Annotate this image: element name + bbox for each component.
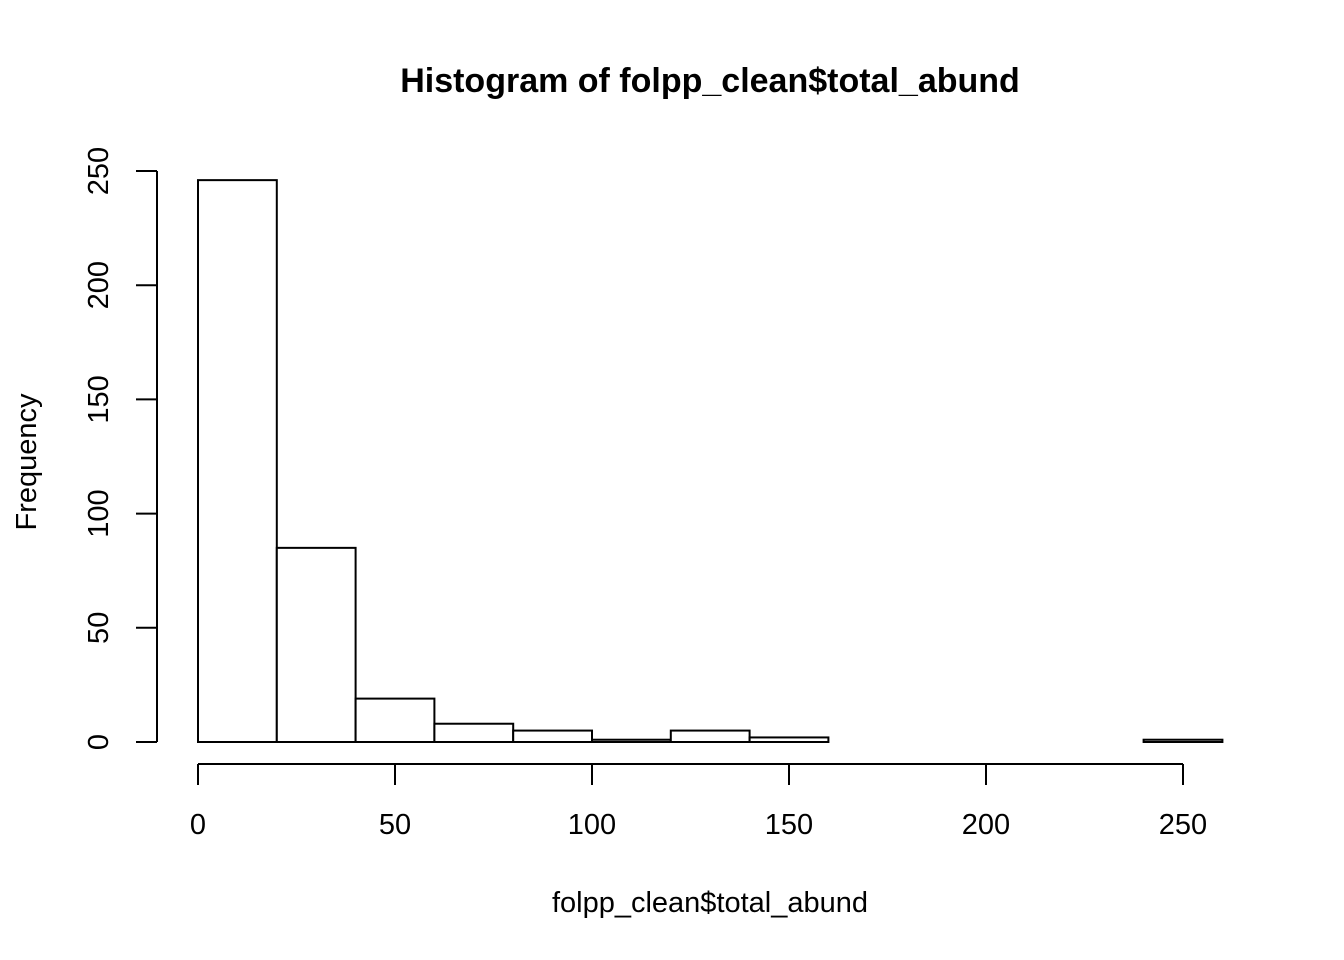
histogram-bar bbox=[275, 546, 357, 743]
x-tick-label: 50 bbox=[379, 809, 411, 841]
x-tick-label: 150 bbox=[765, 809, 813, 841]
y-tick-label: 200 bbox=[83, 261, 115, 309]
histogram-bar bbox=[748, 736, 830, 744]
x-tick-label: 200 bbox=[962, 809, 1010, 841]
y-tick-label: 50 bbox=[83, 612, 115, 644]
x-tick-label: 100 bbox=[568, 809, 616, 841]
x-axis-label: folpp_clean$total_abund bbox=[552, 887, 868, 919]
y-axis: 0 50 100 150 200 250 bbox=[83, 147, 158, 750]
bars-group bbox=[197, 179, 1224, 744]
histogram-bar bbox=[669, 729, 751, 744]
y-tick-label: 0 bbox=[83, 734, 115, 750]
y-tick-label: 100 bbox=[83, 489, 115, 537]
histogram-bar bbox=[512, 729, 594, 744]
histogram-bar bbox=[433, 722, 515, 744]
y-axis-label: Frequency bbox=[11, 393, 43, 531]
histogram-bar bbox=[591, 738, 672, 744]
y-tick-label: 250 bbox=[83, 147, 115, 195]
histogram-bar bbox=[1142, 738, 1224, 744]
y-tick-label: 150 bbox=[83, 375, 115, 423]
histogram-bar bbox=[197, 179, 278, 744]
histogram-bar bbox=[354, 697, 436, 744]
chart-title: Histogram of folpp_clean$total_abund bbox=[400, 62, 1020, 100]
x-tick-label: 250 bbox=[1159, 809, 1207, 841]
x-tick-label: 0 bbox=[190, 809, 206, 841]
x-axis: 0 50 100 150 200 250 bbox=[190, 763, 1207, 841]
